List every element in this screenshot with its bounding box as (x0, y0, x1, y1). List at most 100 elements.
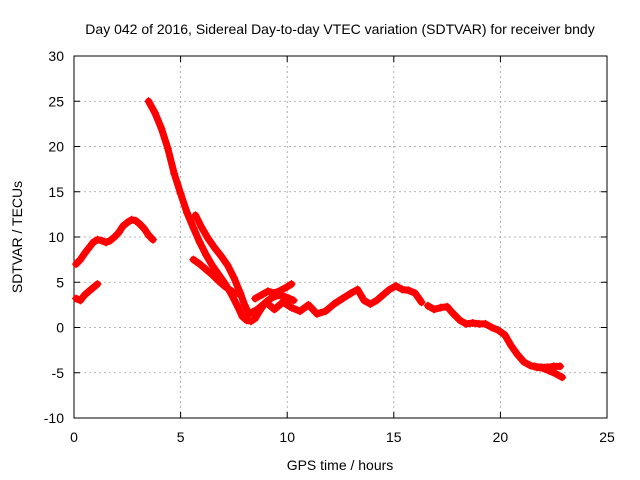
data-point (183, 208, 191, 217)
y-tick-label: 5 (56, 274, 64, 290)
data-point (244, 309, 253, 318)
x-tick-label: 25 (599, 429, 615, 445)
data-point (494, 326, 503, 335)
data-point (330, 300, 339, 308)
data-point (202, 251, 211, 260)
data-point (449, 309, 458, 318)
data-point (229, 273, 238, 282)
data-point (84, 287, 93, 296)
y-tick-label: -10 (44, 410, 64, 426)
data-point (436, 303, 445, 312)
data-point (366, 300, 375, 308)
data-point (208, 262, 217, 270)
data-point (423, 301, 432, 310)
data-point (227, 287, 236, 296)
data-point (338, 294, 347, 303)
data-point (455, 316, 464, 325)
series-trace (145, 97, 298, 325)
data-point (140, 224, 149, 233)
data-point (430, 305, 439, 314)
data-point (93, 235, 102, 244)
data-point (379, 290, 388, 299)
data-point (136, 220, 145, 229)
data-point (80, 249, 89, 258)
data-point (151, 109, 159, 117)
data-point (210, 243, 219, 252)
data-point (89, 238, 98, 247)
x-tick-label: 10 (279, 429, 295, 445)
data-point (270, 305, 279, 314)
data-point (360, 296, 368, 305)
data-point (191, 211, 200, 220)
data-point (398, 285, 407, 294)
series-arc-a (72, 280, 102, 305)
data-point (347, 289, 356, 298)
data-point (114, 228, 123, 237)
data-point (80, 290, 89, 299)
data-point (144, 97, 153, 106)
data-point (270, 289, 279, 298)
data-point (519, 357, 528, 366)
data-point (481, 319, 490, 328)
data-point (417, 298, 426, 307)
data-point (148, 235, 157, 244)
y-tick-label: 0 (56, 320, 64, 336)
data-point (215, 277, 223, 286)
data-point (93, 280, 102, 289)
data-point (76, 255, 85, 264)
y-tick-label: 15 (48, 184, 64, 200)
data-point (110, 233, 119, 241)
x-tick-label: 15 (386, 429, 402, 445)
y-tick-label: 10 (48, 229, 64, 245)
data-point (242, 316, 251, 325)
grid (74, 56, 607, 418)
data-point (281, 292, 290, 301)
data-point (238, 312, 247, 321)
series-trace (189, 256, 240, 298)
data-point (513, 350, 522, 359)
data-series (72, 97, 567, 382)
data-point (289, 296, 298, 305)
data-point (197, 223, 206, 232)
data-point (163, 144, 172, 153)
data-point (232, 290, 240, 298)
data-point (195, 238, 204, 247)
series-arc-d (191, 211, 253, 318)
x-tick-label: 20 (493, 429, 509, 445)
data-point (287, 303, 296, 312)
chart-title: Day 042 of 2016, Sidereal Day-to-day VTE… (85, 21, 594, 37)
series-arc-b (72, 215, 157, 269)
y-tick-label: 30 (48, 48, 64, 64)
data-point (443, 302, 452, 311)
data-point (131, 216, 140, 225)
data-point (251, 314, 260, 323)
data-point (261, 298, 270, 307)
data-point (411, 289, 420, 298)
data-point (240, 300, 249, 309)
data-point (253, 305, 262, 314)
data-point (189, 223, 198, 232)
data-point (127, 215, 136, 224)
data-point (234, 303, 243, 312)
x-tick-label: 0 (70, 429, 78, 445)
series-arc-g (244, 281, 426, 318)
series-arc-e (189, 255, 240, 298)
data-point (530, 362, 539, 371)
series-trace (72, 216, 157, 268)
data-point (558, 373, 567, 382)
data-point (72, 294, 81, 303)
data-point (543, 363, 552, 372)
data-point (551, 369, 560, 378)
series-trace (192, 211, 253, 318)
data-point (353, 285, 362, 294)
data-point (468, 319, 477, 327)
axis-ticks: 0 5 10 15 20 25 -10 -5 0 5 10 15 20 25 30 (44, 48, 615, 445)
y-tick-label: 20 (48, 139, 64, 155)
data-point (102, 238, 110, 247)
data-point (462, 319, 471, 328)
data-point (202, 265, 211, 274)
data-point (170, 169, 179, 178)
data-point (97, 236, 106, 245)
data-point (372, 296, 381, 305)
